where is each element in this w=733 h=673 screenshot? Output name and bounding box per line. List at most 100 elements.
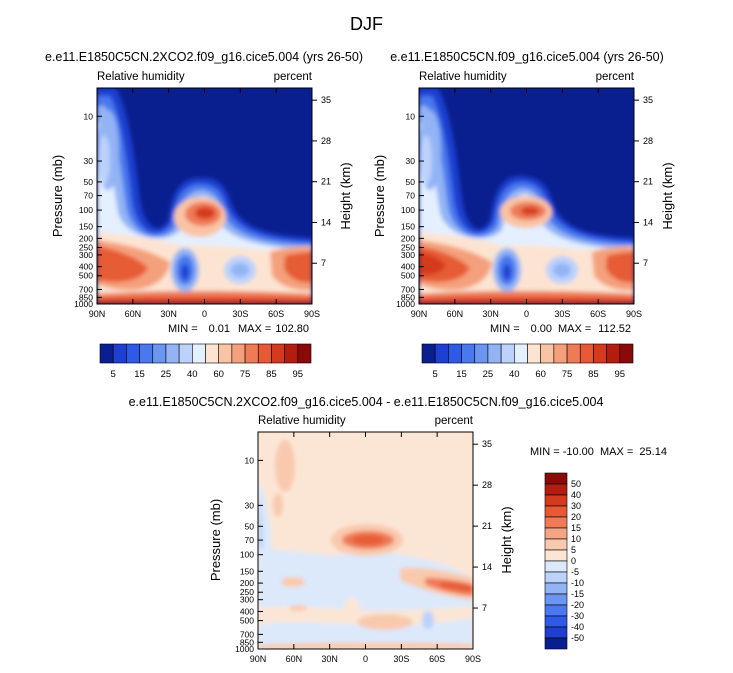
colorbar-label: -30 — [571, 611, 584, 621]
y-tick-label: 10 — [245, 455, 255, 465]
height-tick-label: 21 — [482, 521, 492, 531]
colorbar-swatch — [544, 538, 568, 551]
y-tick-label: 500 — [240, 616, 254, 626]
colorbar-label: 0 — [571, 556, 576, 566]
y-tick-label: 30 — [245, 500, 255, 510]
height-tick-label: 7 — [321, 258, 326, 268]
colorbar-swatch — [297, 343, 312, 364]
y-tick-label: 30 — [406, 156, 416, 166]
y-tick-label: 1000 — [74, 299, 93, 309]
colorbar-label: 85 — [266, 369, 277, 380]
colorbar-swatch — [244, 343, 259, 364]
x-tick-label: 30N — [321, 654, 338, 664]
colorbar-swatch — [544, 571, 568, 584]
panel-1-min-label: MIN = — [168, 323, 198, 335]
panel-3-axes: 90N 60N 30N 0 30S 60S 90S103050701001502002503… — [235, 432, 492, 664]
colorbar-label: 25 — [483, 369, 494, 380]
colorbar-swatch — [544, 604, 568, 617]
colorbar-swatch — [544, 549, 568, 562]
y-tick-label: 700 — [240, 629, 254, 639]
x-tick-label: 30S — [393, 654, 409, 664]
colorbar-swatch — [593, 343, 607, 364]
panel-1-left-label: Relative humidity — [97, 71, 185, 83]
x-tick-label: 30S — [554, 309, 570, 319]
colorbar-swatch — [448, 343, 462, 364]
colorbar-label: 85 — [588, 369, 599, 380]
y-tick-label: 200 — [401, 233, 415, 243]
y-tick-label: 50 — [245, 521, 255, 531]
panel-2-right-label: percent — [596, 71, 635, 83]
colorbar-swatch — [99, 343, 114, 364]
colorbar-label: 5 — [433, 369, 438, 380]
x-tick-label: 90S — [465, 654, 481, 664]
height-tick-label: 35 — [643, 95, 653, 105]
x-tick-label: 30N — [482, 309, 499, 319]
x-tick-label: 90N — [411, 309, 428, 319]
y-tick-label: 100 — [401, 205, 415, 215]
colorbar-swatch — [540, 343, 555, 364]
colorbar-label: 50 — [571, 479, 581, 489]
panel-1-max-label: MAX = — [238, 323, 271, 335]
colorbar-swatch — [474, 343, 489, 364]
colorbar-swatch — [544, 626, 568, 639]
y-tick-label: 250 — [401, 242, 415, 252]
colorbar-swatch — [112, 343, 127, 364]
colorbar-swatch — [544, 615, 568, 628]
y-tick-label: 200 — [79, 233, 93, 243]
x-tick-label: 90N — [89, 309, 106, 319]
colorbar-swatch — [205, 343, 219, 364]
y-tick-label: 150 — [79, 222, 93, 232]
x-tick-label: 90S — [304, 309, 320, 319]
y-tick-label: 70 — [406, 191, 416, 201]
y-tick-label: 850 — [240, 637, 254, 647]
height-tick-label: 14 — [321, 217, 331, 227]
panel-2-max-value: 112.52 — [598, 323, 631, 335]
panel-2-title: e.e11.E1850C5CN.f09_g16.cice5.004 (yrs 2… — [390, 50, 664, 64]
colorbar-label: 60 — [535, 369, 546, 380]
y-tick-label: 300 — [401, 250, 415, 260]
colorbar-swatch — [544, 560, 568, 573]
panel-2-colorbar: 5 15 25 40 60 75 85 95 — [421, 343, 634, 380]
y-tick-label: 100 — [79, 205, 93, 215]
colorbar-swatch — [126, 343, 140, 364]
colorbar-swatch — [231, 343, 246, 364]
panel-1-ylabel: Pressure (mb) — [50, 155, 65, 237]
y-tick-label: 850 — [79, 292, 93, 302]
panel-1-min-value: 0.01 — [209, 323, 230, 335]
panel-3: e.e11.E1850C5CN.2XCO2.f09_g16.cice5.004 … — [129, 395, 667, 664]
height-tick-label: 14 — [482, 562, 492, 572]
colorbar-label: 95 — [293, 369, 304, 380]
y-tick-label: 70 — [84, 191, 94, 201]
panel-3-title: e.e11.E1850C5CN.2XCO2.f09_g16.cice5.004 … — [129, 395, 604, 409]
colorbar-label: 40 — [187, 369, 198, 380]
panel-3-contours — [258, 432, 473, 649]
colorbar-label: 5 — [571, 545, 576, 555]
colorbar-swatch — [553, 343, 568, 364]
colorbar-label: 40 — [509, 369, 520, 380]
y-tick-label: 250 — [79, 242, 93, 252]
colorbar-swatch — [487, 343, 502, 364]
colorbar-swatch — [544, 593, 568, 606]
colorbar-swatch — [544, 516, 568, 529]
y-tick-label: 250 — [240, 587, 254, 597]
colorbar-swatch — [579, 343, 594, 364]
panel-1-right-label: percent — [274, 71, 313, 83]
y-tick-label: 150 — [240, 566, 254, 576]
colorbar-label: 75 — [562, 369, 573, 380]
height-tick-label: 28 — [643, 136, 653, 146]
colorbar-swatch — [139, 343, 154, 364]
y-tick-label: 50 — [406, 177, 416, 187]
y-tick-label: 400 — [401, 262, 415, 272]
panel-3-stats: MIN = -10.00 MAX = 25.14 — [530, 446, 667, 458]
y-tick-label: 100 — [240, 550, 254, 560]
x-tick-label: 0 — [524, 309, 529, 319]
panel-3-ylabel-right: Height (km) — [499, 506, 514, 573]
colorbar-label: 40 — [571, 490, 581, 500]
colorbar-swatch — [514, 343, 528, 364]
colorbar-swatch — [152, 343, 167, 364]
panel-2-min-value: 0.00 — [531, 323, 552, 335]
colorbar-label: 20 — [571, 512, 581, 522]
colorbar-swatch — [544, 527, 568, 540]
y-tick-label: 10 — [406, 111, 416, 121]
